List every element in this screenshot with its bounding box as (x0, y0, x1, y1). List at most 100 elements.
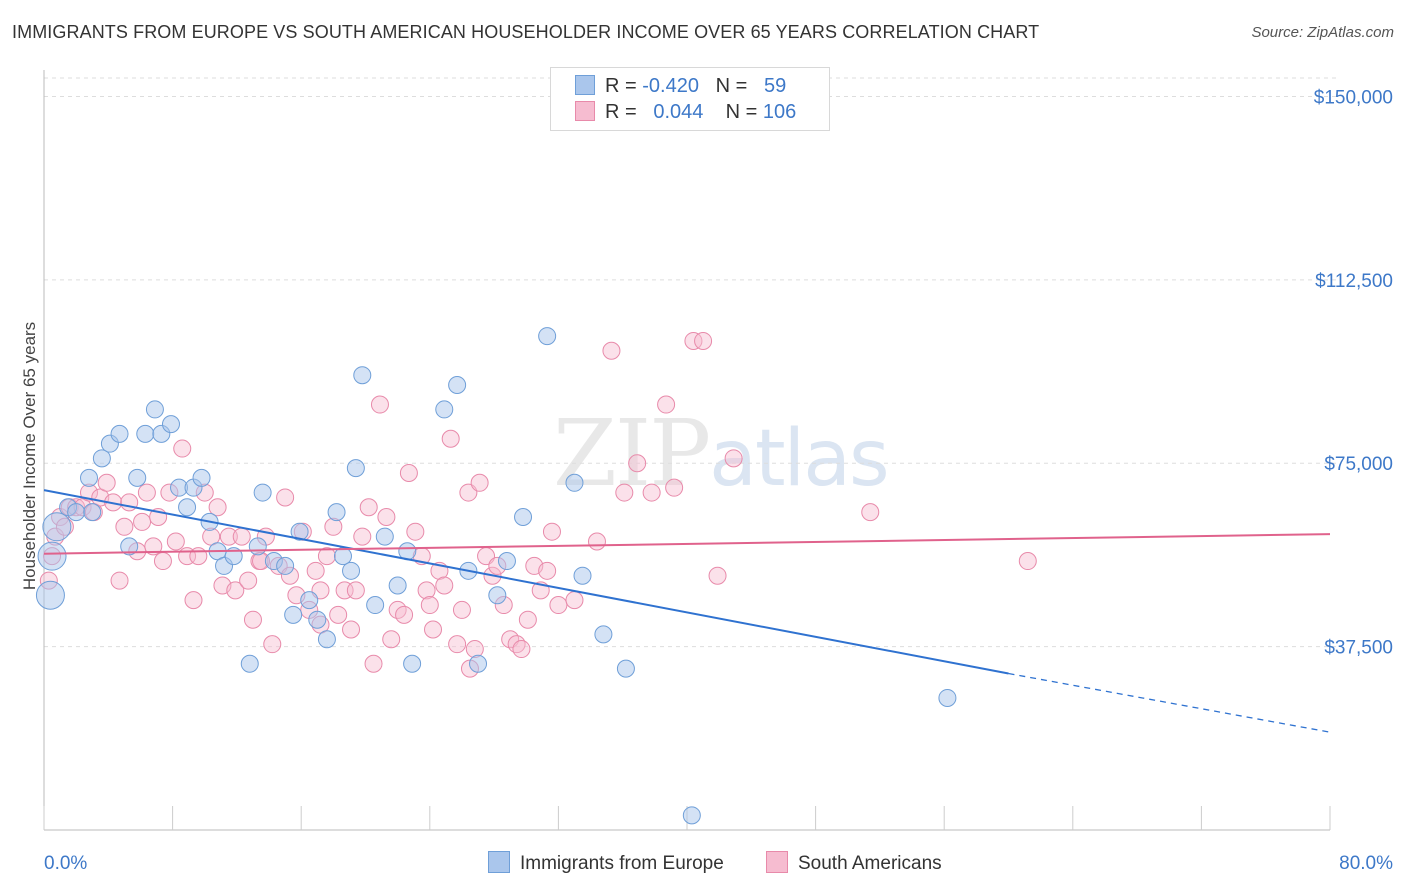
south-americans-point (189, 547, 208, 566)
immigrants-from-europe-point (388, 576, 407, 595)
south-americans-point (243, 610, 262, 629)
south-americans-point (306, 561, 325, 580)
south-americans-point (173, 439, 192, 458)
bottom-legend-label: South Americans (798, 853, 942, 874)
south-americans-point (642, 483, 661, 502)
south-americans-point (587, 532, 606, 551)
immigrants-from-europe-point (375, 527, 394, 546)
immigrants-from-europe-point (145, 400, 164, 419)
immigrants-from-europe-point (37, 541, 67, 571)
immigrants-from-europe-point (353, 366, 372, 385)
immigrants-from-europe-point (403, 654, 422, 673)
immigrants-from-europe-point (120, 537, 139, 556)
immigrants-from-europe-point (161, 415, 180, 434)
immigrants-from-europe-point (67, 503, 86, 522)
immigrants-from-europe-point (192, 468, 211, 487)
south-americans-point (399, 464, 418, 483)
legend-r-value: -0.420 (642, 75, 699, 97)
south-americans-point (602, 341, 621, 360)
south-americans-point (684, 331, 703, 350)
correlation-legend: R = -0.420 N = 59 R = 0.044 N = 106 (550, 67, 830, 131)
south-americans-point (382, 630, 401, 649)
south-americans-point (353, 527, 372, 546)
south-americans-point (97, 473, 116, 492)
south-americans-point (144, 537, 163, 556)
immigrants-from-europe-point (248, 537, 267, 556)
bottom-legend-south-americans: South Americans (766, 851, 942, 875)
south-americans-point (538, 561, 557, 580)
south-americans-point (565, 591, 584, 610)
south-americans-point (208, 498, 227, 517)
south-americans-point (110, 571, 129, 590)
immigrants-from-europe-point (327, 503, 346, 522)
south-americans-point (657, 395, 676, 414)
bottom-legend-label: Immigrants from Europe (520, 853, 724, 874)
south-americans-point (452, 600, 471, 619)
south-americans-point (395, 605, 414, 624)
south-americans-point (518, 610, 537, 629)
trend-lines (43, 489, 1331, 733)
south-americans-point (542, 522, 561, 541)
south-americans-point (226, 581, 245, 600)
legend-row-south-americans: R = 0.044 N = 106 (575, 101, 796, 127)
immigrants-from-europe-point (616, 659, 635, 678)
south-americans-point (861, 503, 880, 522)
immigrants-from-europe-point (317, 630, 336, 649)
immigrants-from-europe-point (178, 498, 197, 517)
bottom-legend-swatch-pink (766, 851, 788, 873)
immigrants-from-europe-point (224, 547, 243, 566)
south-americans-point (239, 571, 258, 590)
immigrants-from-europe-point (342, 561, 361, 580)
south-americans-point (276, 488, 295, 507)
south-americans-points (39, 331, 1037, 678)
immigrants-from-europe-point (240, 654, 259, 673)
south-americans-point (628, 454, 647, 473)
south-americans-point (329, 605, 348, 624)
immigrants-from-europe-point (253, 483, 272, 502)
legend-r-label: R = (605, 75, 637, 97)
immigrants-from-europe-point (92, 449, 111, 468)
immigrants-from-europe-point (42, 512, 72, 542)
south-americans-point (507, 635, 526, 654)
y-axis-label: Householder Income Over 65 years (20, 322, 39, 590)
legend-n-label: N = (725, 101, 758, 123)
south-americans-point (232, 527, 251, 546)
immigrants-from-europe-point (497, 552, 516, 571)
south-americans-point (219, 527, 238, 546)
x-tick-label-end: 80.0% (1339, 853, 1393, 874)
immigrants-from-europe-point (488, 586, 507, 605)
europe-trend-line (43, 489, 1009, 675)
legend-n-value: 59 (764, 75, 787, 97)
chart-title: IMMIGRANTS FROM EUROPE VS SOUTH AMERICAN… (12, 22, 1040, 42)
south-americans-point (420, 596, 439, 615)
bottom-legend-swatch-blue (488, 851, 510, 873)
south-americans-point (263, 635, 282, 654)
y-tick-label: $37,500 (1324, 638, 1393, 659)
south-americans-point (512, 640, 531, 659)
south-americans-point (424, 620, 443, 639)
immigrants-from-europe-point (276, 556, 295, 575)
immigrants-from-europe-point (938, 688, 957, 707)
immigrants-from-europe-point (346, 459, 365, 478)
legend-row-europe: R = -0.420 N = 59 (575, 75, 786, 101)
source-label: Source: ZipAtlas.com (1251, 24, 1394, 41)
immigrants-from-europe-point (682, 806, 701, 825)
immigrants-from-europe-point (448, 375, 467, 394)
immigrants-from-europe-point (290, 522, 309, 541)
south-americans-point (324, 517, 343, 536)
immigrants-from-europe-point (35, 580, 65, 610)
south-americans-point (435, 576, 454, 595)
south-americans-point (615, 483, 634, 502)
immigrants-from-europe-point (80, 468, 99, 487)
south-americans-point (417, 581, 436, 600)
immigrants-from-europe-point (284, 605, 303, 624)
south-americans-point (377, 508, 396, 527)
south-americans-point (1018, 552, 1037, 571)
south-americans-point (549, 596, 568, 615)
immigrants-from-europe-point (594, 625, 613, 644)
immigrants-from-europe-point (435, 400, 454, 419)
legend-r-value: 0.044 (653, 101, 704, 123)
south-americans-point (184, 591, 203, 610)
immigrants-from-europe-point (366, 596, 385, 615)
